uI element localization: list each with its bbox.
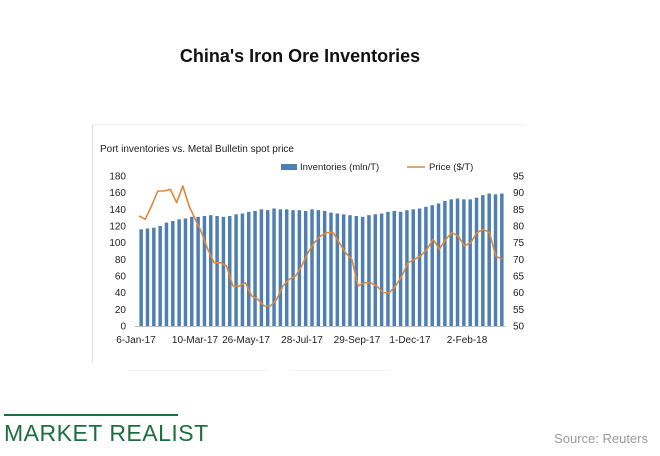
- inventory-bar: [297, 210, 302, 326]
- inventory-bar: [373, 214, 378, 326]
- inventory-bar: [468, 199, 472, 326]
- x-tick-label: 1-Dec-17: [389, 335, 431, 346]
- x-tick-label: 26-May-17: [222, 335, 270, 346]
- y-left-tick-label: 40: [115, 288, 127, 299]
- inventory-bar: [411, 209, 415, 326]
- inventory-bar: [171, 221, 175, 326]
- inventory-bar: [322, 211, 327, 326]
- x-tick-label: 10-Mar-17: [172, 335, 219, 346]
- inventory-bar: [424, 206, 428, 326]
- y-left-tick-label: 180: [109, 172, 126, 183]
- inventory-bar: [329, 212, 333, 326]
- brand-logo: MARKET REALIST: [4, 420, 209, 446]
- inventory-bar: [436, 203, 441, 326]
- inventory-bar: [367, 215, 371, 326]
- inventory-bar: [240, 213, 245, 326]
- inventory-bar: [487, 193, 491, 326]
- inventory-bar: [474, 197, 479, 326]
- inventory-bar: [152, 227, 156, 326]
- inventory-bar: [348, 215, 352, 326]
- inventory-bar: [284, 209, 289, 326]
- inventory-bar: [500, 193, 504, 326]
- inventory-bar: [455, 198, 460, 326]
- legend-label-inventories: Inventories (mln/T): [300, 162, 379, 173]
- inventory-bar: [177, 219, 181, 326]
- inventory-bar: [234, 214, 238, 326]
- brand-rule: [4, 414, 178, 416]
- inventory-bar: [310, 209, 314, 326]
- legend-label-price: Price ($/T): [429, 162, 473, 173]
- inventory-bar: [253, 211, 257, 326]
- inventory-bar: [278, 209, 283, 326]
- y-right-tick-label: 55: [513, 305, 525, 316]
- inventory-bar: [379, 213, 384, 326]
- inventory-bar: [417, 208, 422, 326]
- inventory-bar: [183, 218, 188, 326]
- page-title: China's Iron Ore Inventories: [179, 46, 421, 66]
- inventory-bar: [202, 216, 207, 326]
- source-note: Source: Reuters: [554, 431, 648, 446]
- inventory-bar: [449, 199, 453, 326]
- inventory-bar: [493, 194, 498, 326]
- faint-divider: [128, 370, 268, 371]
- x-tick-label: 29-Sep-17: [334, 335, 381, 346]
- y-left-tick-label: 140: [109, 205, 126, 216]
- y-left-tick-label: 160: [109, 188, 126, 199]
- legend-swatch-inventories: [281, 164, 297, 170]
- inventory-bar: [303, 211, 308, 326]
- y-left-tick-label: 100: [109, 238, 126, 249]
- inventory-bar: [360, 216, 365, 326]
- inventory-bar: [145, 228, 150, 326]
- inventory-bar: [481, 195, 485, 326]
- inventory-bar: [354, 216, 359, 326]
- inventory-bar: [405, 210, 409, 326]
- inventory-bar: [462, 199, 466, 326]
- inventory-bar: [392, 211, 397, 326]
- y-left-tick-label: 60: [115, 272, 127, 283]
- inventory-bar: [272, 208, 276, 326]
- inventory-bar: [209, 215, 213, 326]
- y-right-tick-label: 75: [513, 238, 525, 249]
- inventory-bar: [335, 213, 340, 326]
- y-left-tick-label: 20: [115, 305, 127, 316]
- inventory-bar: [265, 210, 270, 326]
- y-left-tick-label: 0: [120, 322, 126, 333]
- y-right-tick-label: 95: [513, 172, 525, 183]
- inventory-bar: [228, 216, 232, 326]
- inventory-bar: [246, 211, 251, 326]
- x-tick-label: 2-Feb-18: [447, 335, 488, 346]
- y-right-tick-label: 60: [513, 288, 525, 299]
- inventory-bar: [158, 226, 162, 326]
- inventory-bar: [221, 216, 226, 326]
- inventory-bar: [443, 201, 447, 326]
- inventory-bar: [291, 210, 295, 326]
- inventory-bar: [164, 222, 169, 326]
- inventory-bar: [316, 210, 321, 326]
- inventory-bar: [215, 216, 219, 326]
- y-right-tick-label: 80: [513, 222, 525, 233]
- y-left-tick-label: 120: [109, 222, 126, 233]
- inventory-bar: [190, 216, 194, 326]
- price-line: [138, 185, 503, 307]
- faint-divider: [290, 370, 390, 371]
- inventory-bar: [259, 209, 264, 326]
- chart-subtitle: Port inventories vs. Metal Bulletin spot…: [100, 144, 294, 155]
- y-right-tick-label: 90: [513, 188, 525, 199]
- y-right-tick-label: 50: [513, 322, 525, 333]
- chart-frame: [92, 124, 525, 363]
- inventory-bar: [341, 214, 346, 326]
- inventory-bar: [430, 205, 434, 326]
- inventory-bar: [196, 216, 200, 326]
- x-tick-label: 6-Jan-17: [116, 335, 156, 346]
- y-right-tick-label: 65: [513, 272, 525, 283]
- inventory-bar: [398, 211, 403, 326]
- inventory-bar: [386, 211, 390, 326]
- inventory-bar: [139, 229, 143, 326]
- x-tick-label: 28-Jul-17: [281, 335, 323, 346]
- y-right-tick-label: 85: [513, 205, 525, 216]
- y-right-tick-label: 70: [513, 255, 525, 266]
- y-left-tick-label: 80: [115, 255, 127, 266]
